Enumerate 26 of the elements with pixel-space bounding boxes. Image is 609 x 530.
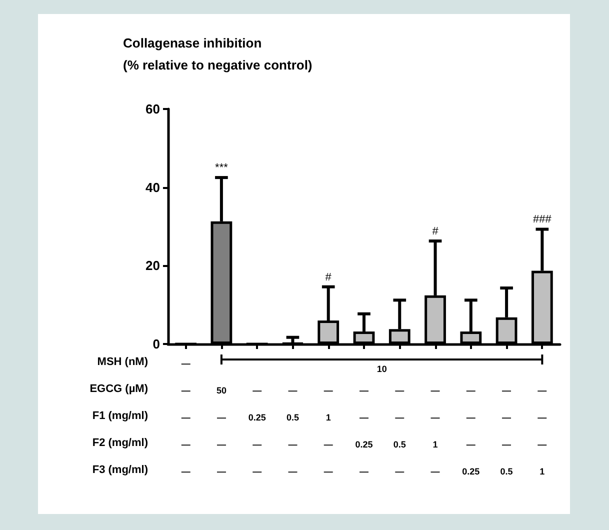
category-label: 50 — — — [216,386,226,476]
annotation: # [432,225,440,238]
y-tick-label: 40 [146,180,160,195]
annotation: # [325,271,332,284]
text: F3 (mg/ml) [92,464,148,476]
category-label: — 0.25 — — [248,386,266,476]
text: MSH (nM) [97,356,148,368]
category-label: — 0.5 — — [286,386,299,476]
category-label: — — — 0.25 [462,386,480,476]
text: F1 (mg/ml) [92,410,148,422]
category-label: — 1 — — [324,386,333,476]
y-axis-title: Collagenase inhibition (% relative to negative control) [123,36,312,72]
annotation: *** [215,162,229,174]
category-label: — — 0.25 — [355,386,373,476]
annotation: ### [533,214,552,226]
text: 10 [376,364,387,374]
category-label: — — 0.5 — [393,386,406,476]
text: EGCG (µM) [90,383,148,395]
y-tick-label: 0 [152,336,160,352]
category-label: — — — — — [181,358,190,476]
y-tick-label: 60 [146,102,160,116]
category-label: — — — 1 [538,386,547,476]
text: F2 (mg/ml) [92,437,148,449]
y-tick-label: 20 [146,258,160,274]
category-label: — — 1 — [430,386,440,476]
category-label: — — — 0.5 [500,386,513,476]
